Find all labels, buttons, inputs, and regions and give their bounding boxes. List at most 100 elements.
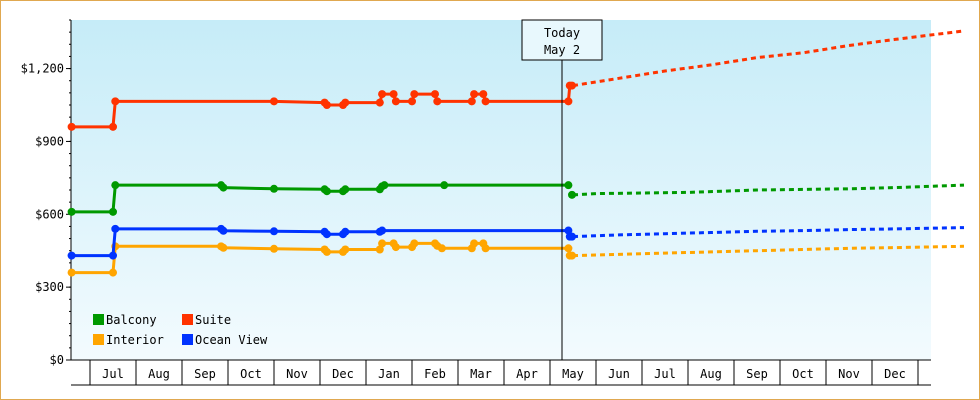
x-tick-label: May xyxy=(562,367,584,381)
x-tick-label: Oct xyxy=(240,367,262,381)
forecast-line xyxy=(572,226,965,239)
x-tick-label: Dec xyxy=(884,367,906,381)
x-tick-label: Aug xyxy=(700,367,722,381)
x-tick-label: Dec xyxy=(332,367,354,381)
data-point xyxy=(481,244,490,253)
y-tick-label: $300 xyxy=(35,280,64,294)
x-tick-label: Oct xyxy=(792,367,814,381)
y-tick-label: $600 xyxy=(35,207,64,221)
x-tick-label: Aug xyxy=(148,367,170,381)
data-point xyxy=(375,98,384,107)
y-tick-label: $1,200 xyxy=(21,62,64,76)
data-point xyxy=(467,97,476,106)
y-tick-label: $0 xyxy=(50,353,64,367)
data-point xyxy=(378,239,387,248)
data-point xyxy=(380,181,389,190)
data-point xyxy=(564,181,573,190)
data-point xyxy=(67,268,76,277)
forecast-start-point xyxy=(568,232,576,241)
x-tick-label: Jun xyxy=(608,367,630,381)
series-ocean-view xyxy=(67,224,965,260)
legend-label: Ocean View xyxy=(195,333,268,347)
today-label: Today xyxy=(544,26,580,40)
legend-swatch xyxy=(93,334,104,345)
data-point xyxy=(440,181,449,190)
forecast-line xyxy=(572,244,965,258)
data-point xyxy=(479,90,488,99)
data-point xyxy=(322,230,331,239)
series-interior xyxy=(67,239,965,277)
x-tick-label: Jan xyxy=(378,367,400,381)
legend-swatch xyxy=(182,334,193,345)
forecast-line xyxy=(572,29,965,88)
data-point xyxy=(431,90,439,99)
series-suite xyxy=(67,29,965,131)
data-point xyxy=(410,239,419,248)
data-point xyxy=(111,97,120,106)
data-point xyxy=(109,122,117,131)
data-point xyxy=(433,97,442,106)
data-point xyxy=(375,245,384,254)
data-point xyxy=(564,226,573,235)
data-point xyxy=(341,185,350,194)
legend-item-suite: Suite xyxy=(182,313,231,327)
data-point xyxy=(67,122,76,131)
data-point xyxy=(410,90,419,99)
x-tick-label: Apr xyxy=(516,367,538,381)
data-point xyxy=(391,97,400,106)
x-tick-label: Jul xyxy=(654,367,676,381)
data-point xyxy=(109,207,117,216)
data-point xyxy=(109,251,117,260)
legend-swatch xyxy=(93,314,104,325)
data-point xyxy=(481,97,490,106)
data-point xyxy=(341,98,350,107)
y-tick-label: $900 xyxy=(35,134,64,148)
forecast-start-point xyxy=(568,81,576,90)
data-point xyxy=(470,90,479,99)
legend-item-balcony: Balcony xyxy=(93,313,157,327)
legend-label: Suite xyxy=(195,313,231,327)
forecast-start-point xyxy=(568,251,576,260)
data-point xyxy=(322,247,331,256)
data-point xyxy=(109,268,117,277)
forecast-line xyxy=(572,183,965,197)
data-point xyxy=(322,187,331,196)
legend-label: Balcony xyxy=(106,313,157,327)
data-point xyxy=(564,97,573,106)
x-tick-label: Nov xyxy=(838,367,860,381)
data-point xyxy=(270,97,278,106)
data-point xyxy=(270,244,278,253)
data-point xyxy=(564,244,573,253)
today-box xyxy=(521,19,603,61)
series-balcony xyxy=(67,181,965,216)
forecast-start-point xyxy=(568,190,576,199)
data-point xyxy=(391,243,400,252)
data-point xyxy=(219,243,228,252)
legend-item-interior: Interior xyxy=(93,333,164,347)
data-point xyxy=(111,224,120,233)
x-tick-label: Sep xyxy=(746,367,768,381)
data-point xyxy=(322,101,331,109)
x-tick-label: Sep xyxy=(194,367,216,381)
data-point xyxy=(67,251,76,260)
data-point xyxy=(270,227,278,236)
legend-item-ocean-view: Ocean View xyxy=(182,333,268,347)
x-tick-label: Jul xyxy=(102,367,124,381)
data-point xyxy=(341,227,350,236)
data-point xyxy=(378,226,387,235)
data-point xyxy=(389,90,398,99)
data-point xyxy=(67,207,76,216)
data-point xyxy=(470,239,479,248)
legend-label: Interior xyxy=(106,333,164,347)
data-point xyxy=(219,226,228,235)
x-tick-label: Nov xyxy=(286,367,308,381)
data-point xyxy=(378,90,387,99)
data-point xyxy=(408,97,416,106)
data-point xyxy=(341,245,350,254)
x-tick-label: Feb xyxy=(424,367,446,381)
x-tick-label: Mar xyxy=(470,367,492,381)
data-point xyxy=(219,183,228,192)
plot-background xyxy=(71,20,931,360)
data-point xyxy=(437,244,446,253)
